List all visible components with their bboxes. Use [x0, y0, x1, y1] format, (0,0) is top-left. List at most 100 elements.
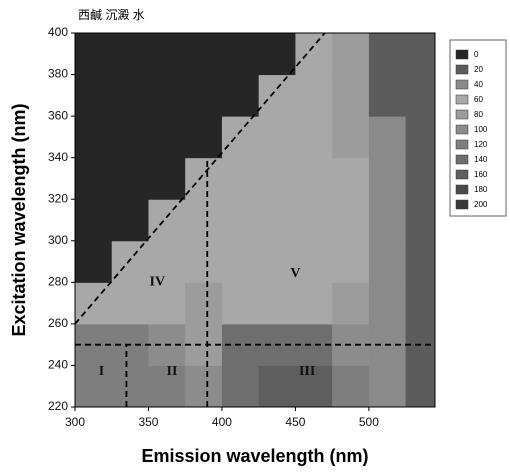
contour-cell: [75, 33, 113, 76]
contour-cell: [148, 33, 186, 76]
contour-cell: [221, 199, 260, 242]
legend-label: 180: [474, 185, 488, 194]
contour-cell: [368, 157, 407, 200]
contour-cell: [332, 282, 370, 325]
contour-cell: [332, 240, 370, 283]
contour-cell: [221, 365, 260, 407]
contour-cell: [295, 199, 333, 242]
legend-label: 140: [474, 155, 488, 164]
y-tick-label: 320: [48, 191, 68, 205]
contour-cell: [111, 199, 149, 242]
region-label: III: [299, 364, 315, 379]
contour-cell: [221, 33, 260, 76]
contour-cell: [75, 282, 113, 325]
region-label: II: [167, 364, 178, 379]
contour-cell: [258, 240, 296, 283]
chart-title: 西鹹 沉澱 水: [78, 7, 145, 22]
contour-cell: [258, 116, 296, 159]
plot-frame: [74, 32, 436, 408]
contour-cell: [258, 157, 296, 200]
contour-cell: [368, 282, 407, 325]
x-tick-label: 300: [65, 415, 85, 429]
legend-label: 40: [474, 80, 483, 89]
contour-cell: [75, 157, 113, 200]
legend-swatch: [455, 124, 469, 135]
legend-label: 100: [474, 125, 488, 134]
contour-cell: [111, 240, 149, 283]
contour-cell: [295, 282, 333, 325]
contour-cell: [258, 33, 296, 76]
x-axis-label: Emission wavelength (nm): [141, 446, 368, 466]
legend-swatch: [455, 139, 469, 150]
contour-cell: [405, 116, 435, 159]
region-label: I: [99, 364, 104, 379]
contour-cell: [368, 74, 407, 117]
contour-cell: [221, 282, 260, 325]
legend-label: 160: [474, 170, 488, 179]
contour-cell: [332, 199, 370, 242]
y-tick-label: 280: [48, 275, 68, 289]
contour-cell: [185, 157, 223, 200]
contour-cell: [148, 74, 186, 117]
contour-field: [75, 33, 435, 407]
contour-cell: [405, 199, 435, 242]
contour-cell: [332, 116, 370, 159]
contour-cell: [295, 365, 333, 407]
contour-cell: [258, 282, 296, 325]
contour-cell: [111, 33, 149, 76]
legend-label: 80: [474, 110, 483, 119]
y-tick-label: 260: [48, 316, 68, 330]
contour-cell: [185, 240, 223, 283]
contour-cell: [405, 240, 435, 283]
x-tick-label: 350: [138, 415, 158, 429]
contour-cell: [148, 282, 186, 325]
contour-cell: [75, 365, 113, 407]
contour-cell: [405, 33, 435, 76]
contour-cell: [368, 33, 407, 76]
contour-cell: [185, 365, 223, 407]
legend-swatch: [455, 184, 469, 195]
contour-cell: [221, 74, 260, 117]
y-tick-label: 360: [48, 108, 68, 122]
legend-swatch: [455, 79, 469, 90]
contour-cell: [295, 240, 333, 283]
contour-cell: [75, 199, 113, 242]
y-tick-label: 340: [48, 150, 68, 164]
legend-swatch: [455, 154, 469, 165]
contour-cell: [368, 199, 407, 242]
contour-cell: [332, 74, 370, 117]
contour-cell: [258, 74, 296, 117]
contour-cell: [185, 116, 223, 159]
region-label: IV: [150, 275, 166, 290]
y-tick-label: 240: [48, 358, 68, 372]
contour-cell: [405, 282, 435, 325]
contour-cell: [75, 74, 113, 117]
y-tick-label: 220: [48, 399, 68, 413]
contour-cell: [332, 157, 370, 200]
x-tick-label: 500: [359, 415, 379, 429]
legend-label: 0: [474, 50, 479, 59]
contour-cell: [368, 116, 407, 159]
legend-swatch: [455, 49, 469, 60]
x-tick-label: 450: [285, 415, 305, 429]
contour-cell: [148, 365, 186, 407]
contour-cell: [295, 74, 333, 117]
contour-cell: [221, 240, 260, 283]
contour-cell: [185, 282, 223, 325]
contour-cell: [405, 365, 435, 407]
legend-swatch: [455, 199, 469, 210]
contour-cell: [368, 240, 407, 283]
contour-cell: [258, 365, 296, 407]
region-label: V: [290, 266, 300, 281]
contour-cell: [111, 282, 149, 325]
legend-label: 120: [474, 140, 488, 149]
contour-cell: [368, 365, 407, 407]
y-tick-label: 380: [48, 67, 68, 81]
contour-cell: [111, 74, 149, 117]
contour-cell: [148, 199, 186, 242]
contour-cell: [111, 116, 149, 159]
contour-cell: [148, 116, 186, 159]
contour-cell: [295, 116, 333, 159]
